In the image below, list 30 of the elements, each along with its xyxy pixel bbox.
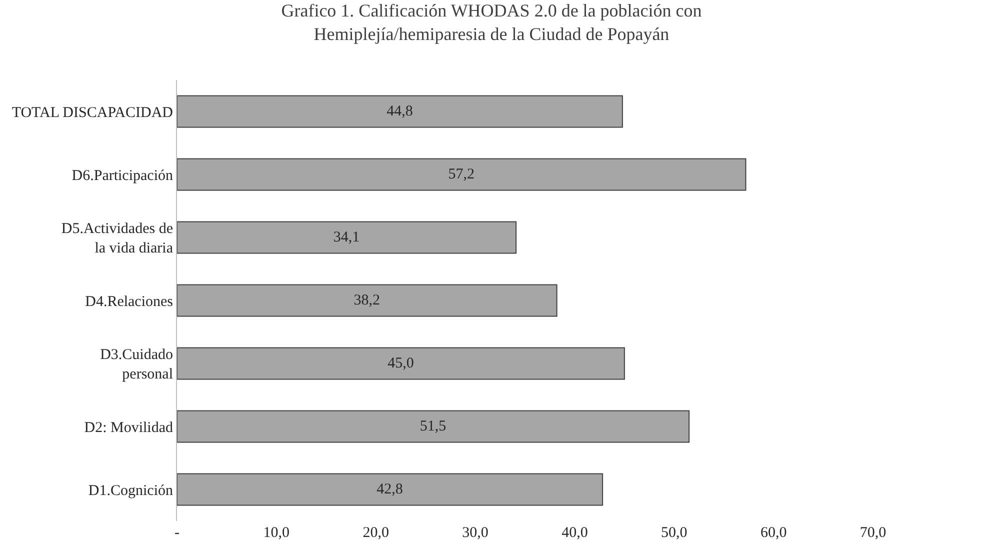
data-label: 51,5	[420, 418, 446, 434]
x-tick-label: 20,0	[362, 525, 389, 541]
x-tick-label: 60,0	[760, 525, 787, 541]
chart-title: Grafico 1. Calificación WHODAS 2.0 de la población con Hemiplejía/hemiparesia de la Ciudad de Popayán	[281, 0, 702, 44]
y-tick-label: D5.Actividades de la vida diaria	[61, 221, 174, 256]
y-tick-label: D2: Movilidad	[84, 420, 174, 436]
y-tick-label: D1.Cognición	[88, 482, 174, 499]
bar	[177, 95, 623, 128]
x-tick-label: 30,0	[462, 525, 488, 541]
x-tick-label: 40,0	[562, 525, 588, 541]
data-label: 57,2	[448, 166, 474, 182]
bar	[177, 284, 558, 317]
y-tick-label: D4.Relaciones	[85, 294, 174, 310]
y-tick-label: TOTAL DISCAPACIDAD	[12, 104, 174, 121]
x-tick-label: 70,0	[860, 525, 886, 541]
y-tick-label: D3.Cuidado personal	[100, 347, 173, 382]
data-label: 42,8	[376, 482, 403, 498]
bar	[177, 347, 625, 380]
bar	[177, 221, 517, 254]
y-tick-label: D6.Participación	[72, 168, 174, 184]
bar	[177, 410, 690, 443]
data-label: 45,0	[388, 356, 414, 372]
data-label: 44,8	[386, 104, 413, 120]
bar	[177, 473, 604, 506]
data-label: 34,1	[333, 230, 360, 246]
x-tick-label: 50,0	[661, 525, 688, 541]
x-tick-label: 10,0	[263, 525, 290, 541]
bar	[177, 158, 746, 191]
data-label: 38,2	[354, 292, 380, 308]
x-tick-label: -	[174, 525, 180, 541]
